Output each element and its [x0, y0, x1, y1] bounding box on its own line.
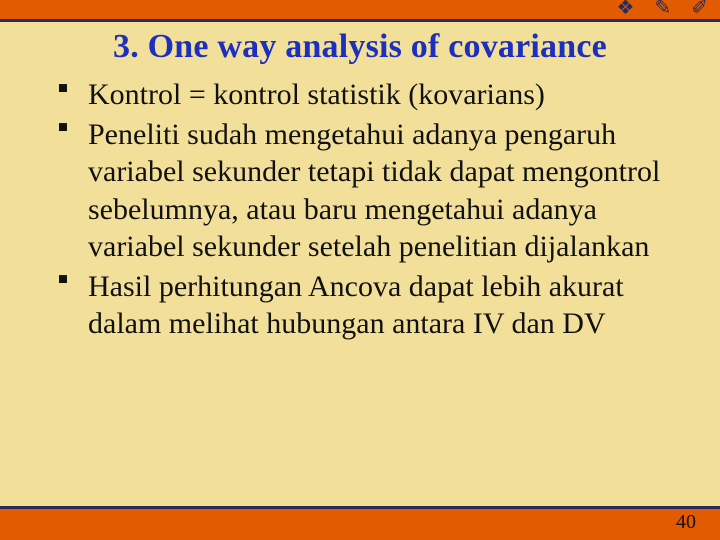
- bullet-list: Kontrol = kontrol statistik (kovarians) …: [58, 76, 690, 343]
- top-bar: ❖ ✎ ✐: [0, 0, 720, 22]
- pencil-icon: ✎: [654, 0, 671, 18]
- list-item: Peneliti sudah mengetahui adanya pengaru…: [58, 116, 690, 266]
- list-item: Hasil perhitungan Ancova dapat lebih aku…: [58, 268, 690, 343]
- top-dark-line: [0, 19, 720, 22]
- slide-body: Kontrol = kontrol statistik (kovarians) …: [0, 76, 720, 343]
- slide: ❖ ✎ ✐ 3. One way analysis of covariance …: [0, 0, 720, 540]
- decorative-icons: ❖ ✎ ✐: [617, 0, 708, 18]
- diamond-icon: ❖: [617, 0, 635, 18]
- bottom-orange-strip: 40: [0, 509, 720, 540]
- top-orange-strip: ❖ ✎ ✐: [0, 0, 720, 19]
- page-number: 40: [676, 511, 696, 534]
- pen-icon: ✐: [691, 0, 708, 18]
- slide-title: 3. One way analysis of covariance: [0, 28, 720, 66]
- bottom-bar: 40: [0, 506, 720, 540]
- list-item: Kontrol = kontrol statistik (kovarians): [58, 76, 690, 114]
